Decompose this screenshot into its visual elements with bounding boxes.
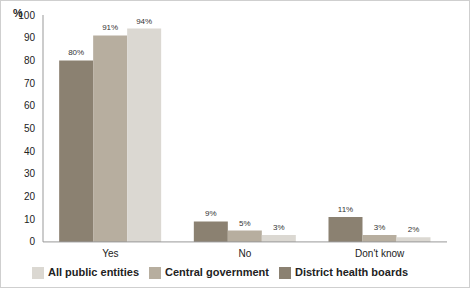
- svg-text:80%: 80%: [68, 48, 84, 57]
- svg-text:60: 60: [24, 100, 36, 111]
- svg-text:30: 30: [24, 168, 36, 179]
- svg-text:11%: 11%: [338, 205, 353, 214]
- svg-text:100: 100: [18, 10, 35, 21]
- svg-text:20: 20: [24, 191, 36, 202]
- svg-text:40: 40: [24, 146, 36, 157]
- svg-text:9%: 9%: [205, 209, 217, 218]
- svg-text:90: 90: [24, 32, 36, 43]
- html-text:District health boards: District health boards: [295, 265, 408, 278]
- svg-text:0: 0: [29, 236, 35, 247]
- svg-text:80: 80: [24, 55, 36, 66]
- svg-text:Yes: Yes: [102, 248, 118, 259]
- svg-text:50: 50: [24, 123, 36, 134]
- svg-text:70: 70: [24, 78, 36, 89]
- svg-text:3%: 3%: [374, 223, 386, 232]
- html-text:Central government: Central government: [165, 265, 269, 278]
- svg-text:91%: 91%: [102, 23, 118, 32]
- svg-text:No: No: [239, 248, 252, 259]
- svg-text:2%: 2%: [408, 225, 420, 234]
- svg-text:10: 10: [24, 214, 36, 225]
- html-text:All public entities: All public entities: [48, 265, 139, 278]
- svg-text:94%: 94%: [136, 17, 152, 26]
- svg-text:5%: 5%: [239, 219, 251, 228]
- svg-text:3%: 3%: [273, 223, 285, 232]
- svg-text:Don't know: Don't know: [355, 248, 405, 259]
